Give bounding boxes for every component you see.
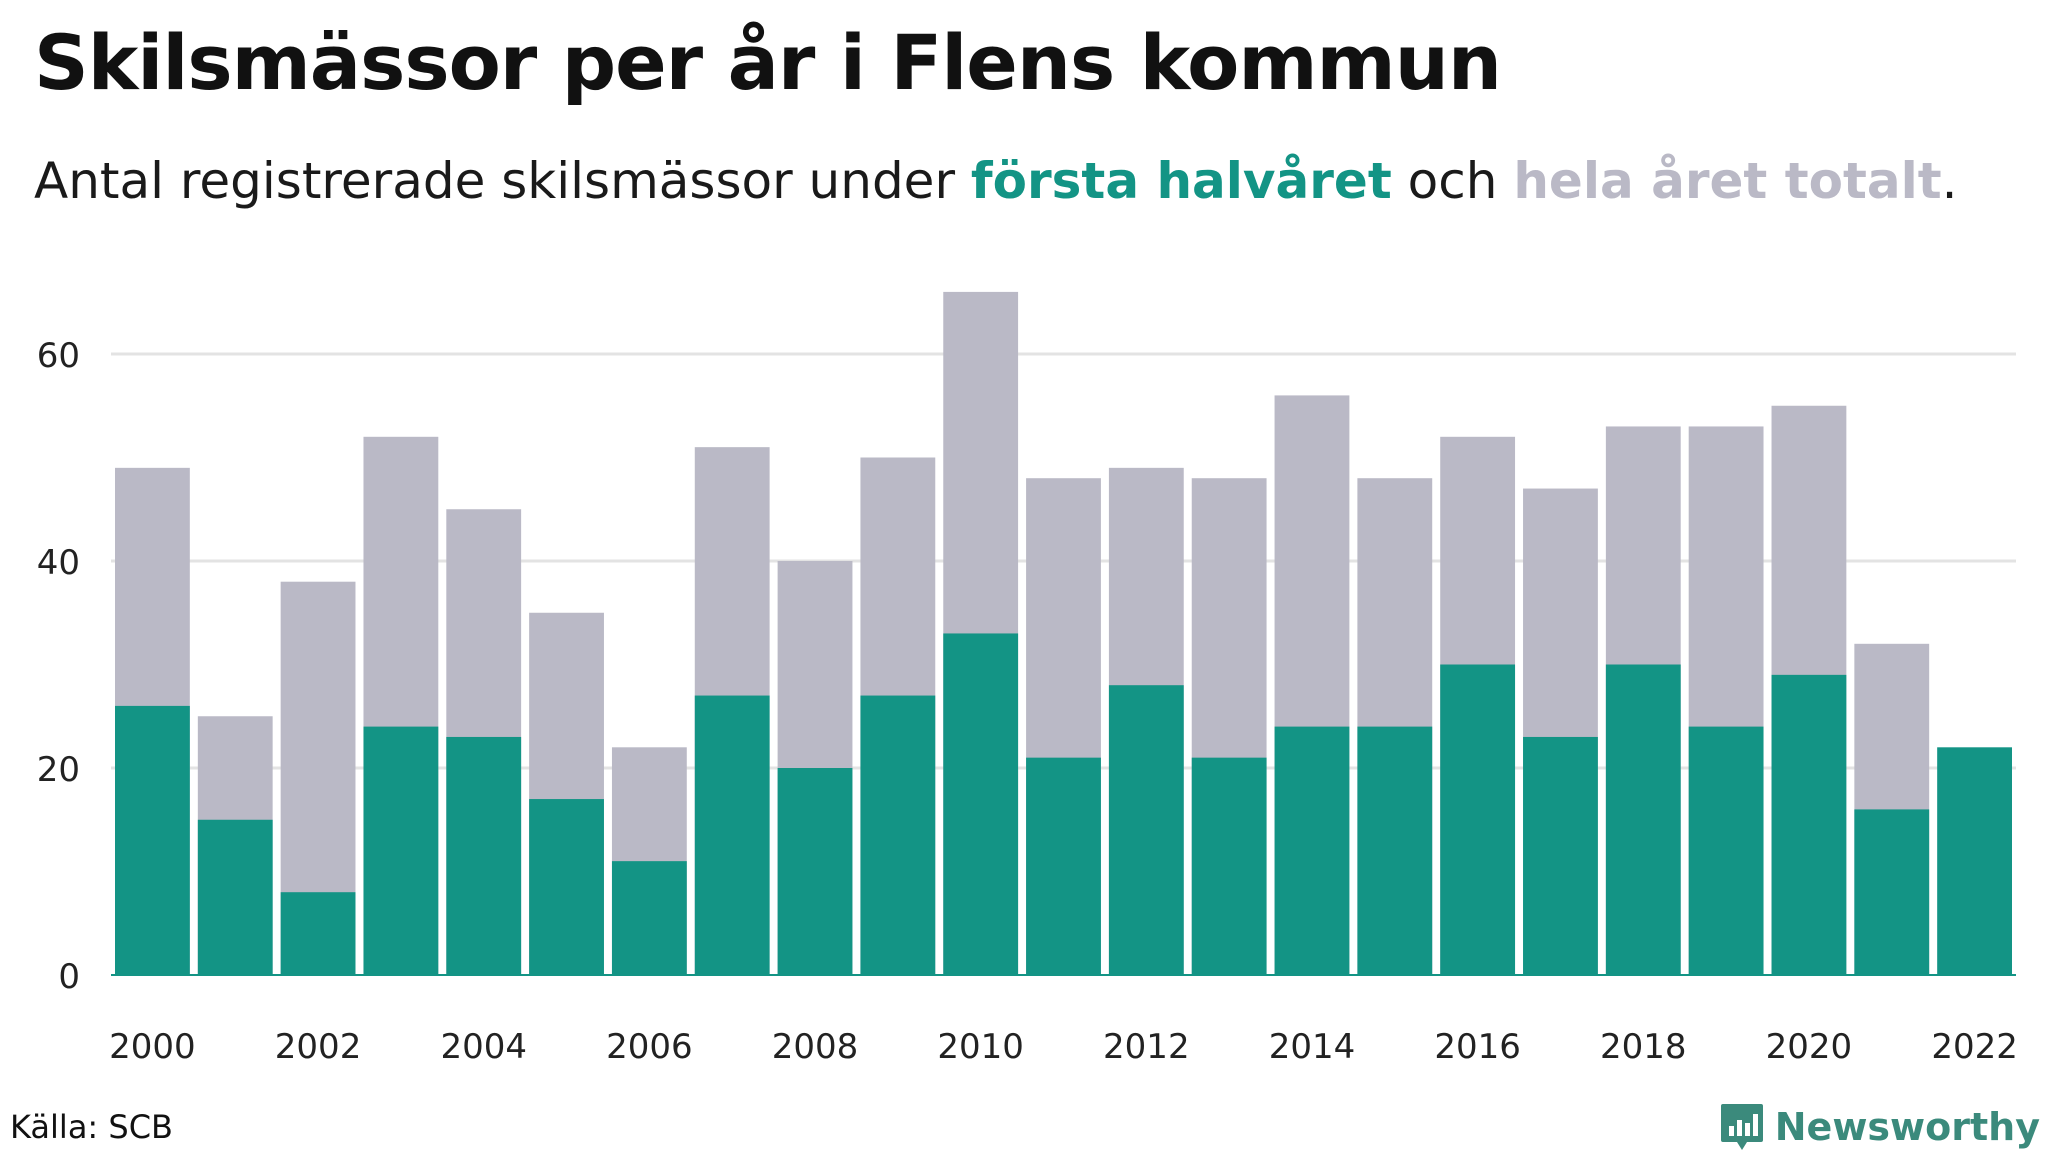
- brand-name: Newsworthy: [1774, 1105, 2040, 1149]
- bar-first-half: [1771, 674, 1847, 975]
- bar-first-half: [197, 819, 273, 975]
- source-label: Källa: SCB: [10, 1108, 173, 1146]
- bar-first-half: [280, 892, 356, 975]
- y-tick-label: 0: [58, 957, 80, 997]
- bar-first-half: [611, 861, 687, 975]
- bar-first-half: [777, 768, 853, 975]
- brand-logo: Newsworthy: [1719, 1102, 2040, 1152]
- bar-first-half: [446, 736, 522, 975]
- subtitle-first-half: första halvåret: [970, 152, 1392, 210]
- chart-title: Skilsmässor per år i Flens kommun: [34, 18, 1502, 107]
- bar-first-half: [694, 695, 770, 975]
- bar-first-half: [1937, 747, 2012, 975]
- x-tick-label: 2014: [1269, 1027, 1356, 1067]
- x-tick-label: 2020: [1766, 1027, 1853, 1067]
- subtitle-prefix: Antal registrerade skilsmässor under: [34, 152, 971, 210]
- bar-first-half: [529, 799, 604, 975]
- bar-first-half: [943, 633, 1019, 975]
- newsworthy-logo-icon: [1720, 1104, 1763, 1150]
- x-tick-label: 2008: [772, 1027, 859, 1067]
- bar-first-half: [1274, 726, 1350, 975]
- bar-first-half: [363, 726, 439, 975]
- y-tick-label: 40: [37, 543, 80, 583]
- bar-first-half: [1854, 809, 1930, 975]
- y-tick-label: 20: [37, 750, 80, 790]
- bar-first-half: [1357, 726, 1433, 975]
- bar-first-half: [860, 695, 936, 975]
- x-tick-label: 2018: [1600, 1027, 1687, 1067]
- x-tick-label: 2010: [937, 1027, 1024, 1067]
- x-tick-label: 2000: [109, 1027, 196, 1067]
- bar-first-half: [115, 705, 190, 975]
- subtitle-suffix: .: [1941, 152, 1958, 210]
- subtitle-middle: och: [1391, 152, 1514, 210]
- bar-first-half: [1440, 664, 1516, 975]
- bar-first-half: [1688, 726, 1764, 975]
- bar-first-half: [1605, 664, 1681, 975]
- chart-subtitle: Antal registrerade skilsmässor under för…: [34, 152, 1958, 210]
- bar-first-half: [1108, 685, 1184, 975]
- bar-first-half: [1523, 736, 1598, 975]
- x-tick-label: 2022: [1931, 1027, 2018, 1067]
- y-tick-label: 60: [37, 336, 80, 376]
- x-tick-label: 2004: [440, 1027, 527, 1067]
- bar-chart: 0 20 40 60 2000 2002 2004 2006 2008 2010 2012 2014 2…: [37, 291, 2018, 1067]
- x-tick-label: 2016: [1434, 1027, 1521, 1067]
- x-tick-label: 2002: [275, 1027, 362, 1067]
- bar-first-half: [1191, 757, 1267, 975]
- subtitle-whole-year: hela året totalt: [1513, 152, 1942, 210]
- bar-first-half: [1026, 757, 1101, 975]
- x-tick-label: 2006: [606, 1027, 693, 1067]
- x-tick-label: 2012: [1103, 1027, 1190, 1067]
